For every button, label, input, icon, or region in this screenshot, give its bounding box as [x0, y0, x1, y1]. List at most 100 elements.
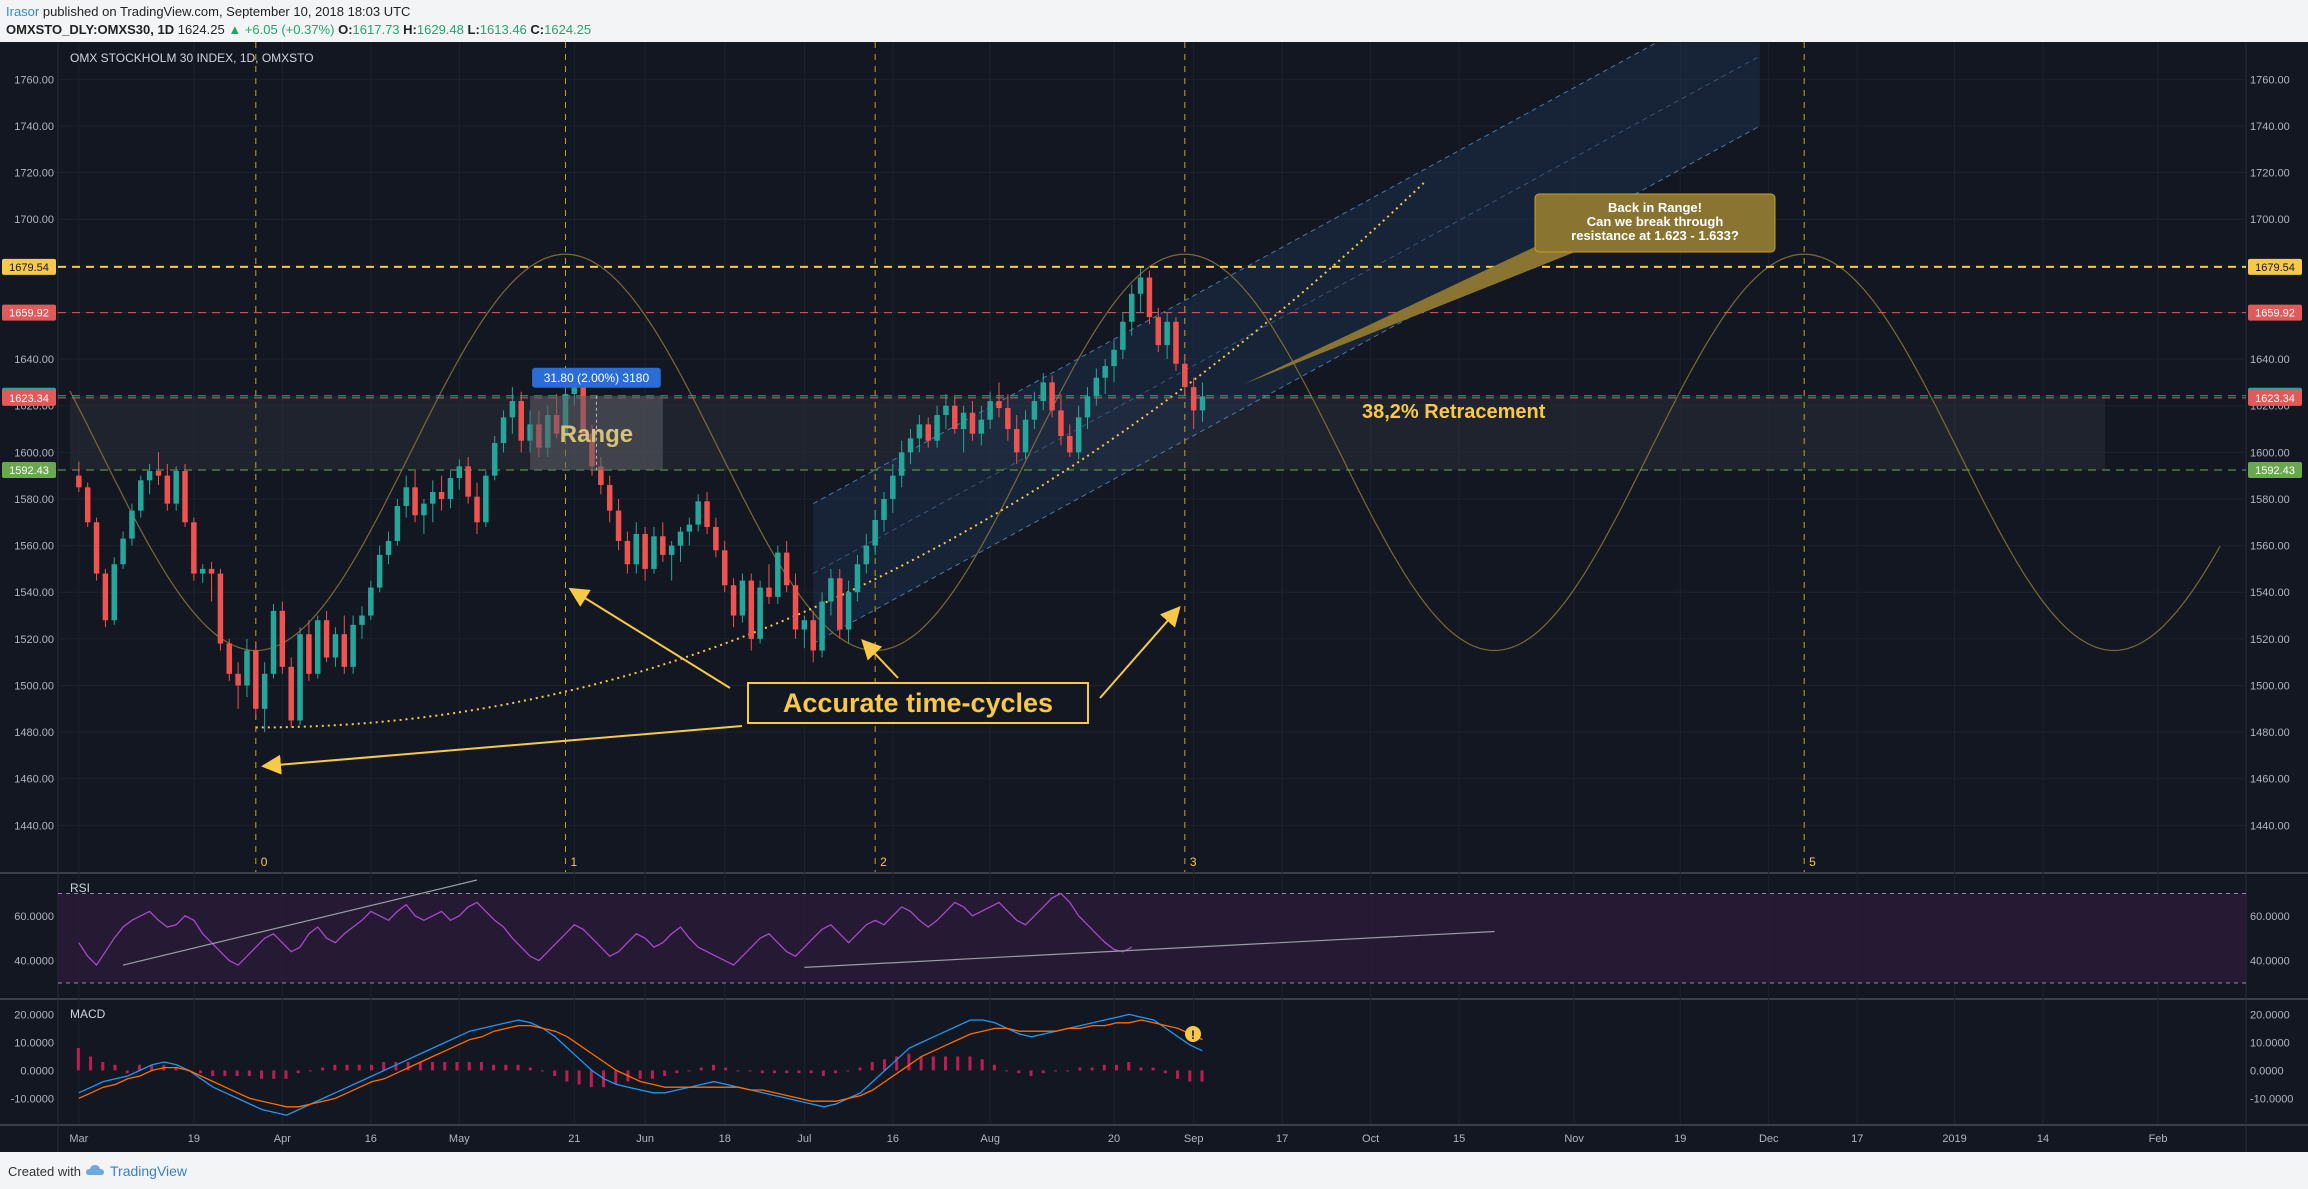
- author-link[interactable]: Irasor: [6, 4, 40, 19]
- footer: Created with TradingView: [0, 1152, 2308, 1189]
- candle-body: [288, 666, 294, 721]
- macd-histogram-bar: [589, 1070, 593, 1088]
- candle-body: [306, 634, 312, 674]
- candle-body: [474, 496, 480, 523]
- x-tick-label: Feb: [2149, 1133, 2168, 1145]
- candle-body: [1164, 321, 1170, 346]
- candle-body: [191, 522, 197, 574]
- candle: [934, 405, 940, 448]
- candle-body: [819, 601, 825, 651]
- macd-histogram-bar: [101, 1062, 105, 1071]
- candle-body: [1111, 349, 1117, 367]
- candle-body: [182, 470, 188, 523]
- candle-body: [146, 470, 153, 481]
- candle: [987, 391, 993, 430]
- candle: [1005, 394, 1011, 441]
- macd-histogram-bar: [394, 1062, 398, 1071]
- candle-body: [943, 405, 949, 416]
- x-tick-label: Oct: [1362, 1133, 1379, 1145]
- x-tick-label: Aug: [980, 1133, 1000, 1145]
- macd-histogram-bar: [553, 1070, 557, 1076]
- candle: [182, 464, 188, 527]
- candle: [783, 540, 790, 593]
- macd-histogram-bar: [821, 1070, 825, 1076]
- candle: [828, 568, 834, 616]
- candle: [403, 475, 409, 518]
- candle-body: [775, 552, 781, 597]
- candle-body: [916, 424, 923, 439]
- callout-line: Back in Range!: [1608, 200, 1702, 215]
- macd-histogram-bar: [858, 1067, 862, 1071]
- price-badge-left: [2, 389, 56, 406]
- price-badge-left: [2, 304, 56, 321]
- candle-body: [341, 634, 348, 667]
- candle-body: [1058, 410, 1064, 437]
- candle: [1075, 405, 1082, 460]
- candle-body: [801, 620, 808, 630]
- tradingview-cloud-icon: [86, 1165, 104, 1175]
- candle-body: [810, 620, 816, 651]
- macd-histogram-bar: [1005, 1070, 1009, 1072]
- time-cycles-box: [747, 682, 1089, 724]
- rsi-trendline: [804, 930, 1495, 968]
- candle: [792, 573, 799, 639]
- candle: [819, 592, 825, 658]
- y-tick-right: 1740.00: [2250, 121, 2290, 133]
- rsi-line: [78, 892, 1132, 967]
- cycle-label: 3: [1190, 855, 1197, 869]
- candle: [1058, 394, 1064, 446]
- macd-histogram-bar: [1200, 1070, 1204, 1082]
- annotation-arrow: [1099, 605, 1181, 699]
- candle-body: [1199, 396, 1206, 411]
- candle-body: [898, 452, 905, 476]
- candle-body: [235, 673, 241, 686]
- candle-body: [1120, 321, 1126, 350]
- candle-body: [792, 585, 799, 630]
- y-tick-right: 1700.00: [2250, 214, 2290, 226]
- candle: [801, 615, 808, 649]
- chart-area[interactable]: 1440.00 1440.00 1460.00 1460.00 1480.00 1480.…: [0, 42, 2308, 1152]
- candle-body: [368, 587, 374, 616]
- candle-body: [138, 480, 144, 511]
- candle: [359, 606, 365, 639]
- candle: [146, 464, 153, 495]
- candle: [332, 627, 339, 667]
- x-tick-label: Apr: [274, 1133, 291, 1145]
- candle: [164, 464, 171, 511]
- candle: [624, 531, 631, 574]
- y-tick-left: 1700.00: [14, 214, 54, 226]
- y-tick-left: 1540.00: [14, 587, 54, 599]
- candle: [810, 610, 816, 663]
- candle: [199, 564, 206, 583]
- candle: [483, 470, 489, 527]
- candle-body: [253, 650, 259, 709]
- rsi-band: [58, 893, 2246, 984]
- macd-histogram-bar: [992, 1064, 996, 1071]
- macd-histogram-bar: [198, 1070, 202, 1074]
- y-tick-right: 1460.00: [2250, 774, 2290, 786]
- x-tick-label: 16: [887, 1133, 899, 1145]
- macd-histogram-bar: [1188, 1070, 1192, 1082]
- macd-histogram-bar: [1102, 1064, 1106, 1071]
- macd-histogram-bar: [797, 1070, 801, 1074]
- candle-body: [261, 673, 268, 709]
- candle-body: [598, 466, 604, 485]
- candle: [943, 394, 949, 430]
- candle: [314, 615, 321, 679]
- macd-histogram-bar: [650, 1070, 654, 1079]
- candle: [129, 503, 135, 546]
- candle: [739, 573, 746, 623]
- macd-histogram-bar: [150, 1064, 154, 1071]
- macd-histogram-bar: [296, 1070, 300, 1074]
- created-with-text: Created with: [8, 1164, 81, 1179]
- macd-histogram-bar: [1017, 1070, 1021, 1074]
- candle: [350, 615, 356, 674]
- close-label: C:: [530, 22, 545, 37]
- candle-body: [1067, 436, 1073, 453]
- price-badge-label-right: 1592.43: [2255, 465, 2295, 477]
- x-tick-label: 2019: [1942, 1133, 1966, 1145]
- tradingview-brand[interactable]: TradingView: [110, 1163, 188, 1179]
- macd-histogram-bar: [260, 1070, 264, 1079]
- macd-histogram-bar: [1029, 1070, 1033, 1076]
- candle-body: [845, 592, 852, 630]
